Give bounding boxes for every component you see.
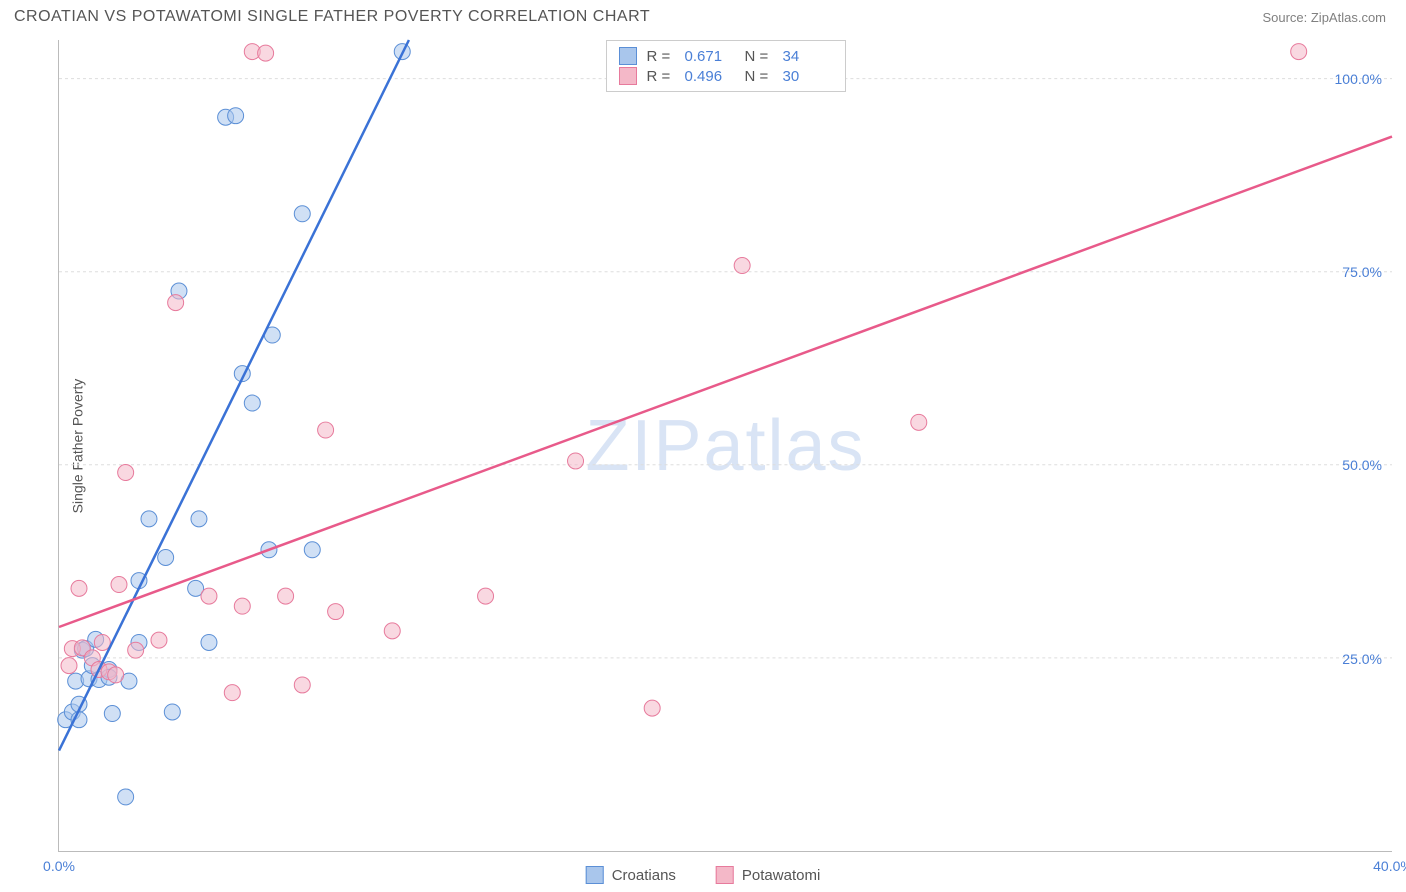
plot-svg: [59, 40, 1392, 851]
stat-r-label: R =: [647, 48, 675, 65]
stat-r-value: 0.496: [685, 68, 735, 85]
stat-n-value: 34: [783, 48, 833, 65]
footer-legend-item: Croatians: [586, 866, 676, 884]
footer-legend-item: Potawatomi: [716, 866, 820, 884]
stat-r-value: 0.671: [685, 48, 735, 65]
y-tick-label: 100.0%: [1335, 71, 1382, 87]
legend-label: Croatians: [612, 867, 676, 884]
footer-legend: Croatians Potawatomi: [586, 866, 821, 884]
stats-legend-row: R = 0.671 N = 34: [619, 47, 833, 65]
y-tick-label: 25.0%: [1342, 651, 1382, 667]
stats-legend: R = 0.671 N = 34 R = 0.496 N = 30: [606, 40, 846, 92]
plot-area: ZIPatlas R =0.671N =34R =0.496N =30 25.0…: [58, 40, 1392, 852]
stat-n-value: 30: [783, 68, 833, 85]
chart-container: Single Father Poverty ZIPatlas R =0.671N…: [14, 40, 1392, 852]
stats-legend-row: R = 0.496 N = 30: [619, 67, 833, 85]
legend-swatch: [619, 67, 637, 85]
legend-label: Potawatomi: [742, 867, 820, 884]
source-attribution: Source: ZipAtlas.com: [1262, 10, 1386, 25]
stat-n-label: N =: [745, 68, 773, 85]
y-tick-label: 75.0%: [1342, 264, 1382, 280]
legend-swatch: [619, 47, 637, 65]
x-tick-label: 0.0%: [43, 858, 75, 874]
stat-r-label: R =: [647, 68, 675, 85]
y-tick-label: 50.0%: [1342, 457, 1382, 473]
chart-title: CROATIAN VS POTAWATOMI SINGLE FATHER POV…: [14, 8, 650, 26]
stat-n-label: N =: [745, 48, 773, 65]
legend-swatch: [586, 866, 604, 884]
legend-swatch: [716, 866, 734, 884]
x-tick-label: 40.0%: [1373, 858, 1406, 874]
